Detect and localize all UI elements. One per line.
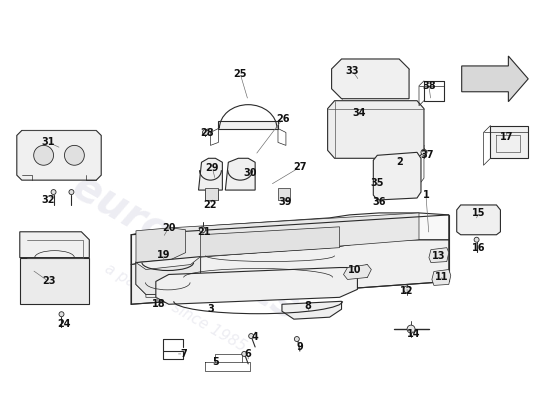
Circle shape	[200, 227, 206, 233]
Circle shape	[59, 312, 64, 317]
Polygon shape	[170, 213, 419, 260]
Text: 30: 30	[244, 168, 257, 178]
Circle shape	[64, 145, 84, 165]
Polygon shape	[156, 268, 358, 304]
Text: 6: 6	[245, 349, 251, 359]
Polygon shape	[332, 59, 409, 99]
Circle shape	[202, 130, 208, 136]
Text: 32: 32	[42, 195, 56, 205]
Polygon shape	[226, 158, 255, 190]
Text: 12: 12	[400, 286, 414, 296]
Polygon shape	[328, 101, 424, 158]
Text: 39: 39	[278, 197, 292, 207]
Text: 22: 22	[204, 200, 217, 210]
Polygon shape	[136, 257, 201, 294]
Circle shape	[421, 149, 427, 155]
Polygon shape	[461, 56, 528, 102]
Polygon shape	[456, 205, 501, 235]
Circle shape	[474, 237, 479, 242]
Circle shape	[404, 286, 410, 293]
Text: 3: 3	[207, 304, 214, 314]
Text: 7: 7	[180, 349, 187, 359]
Text: 20: 20	[162, 223, 175, 233]
Polygon shape	[429, 248, 449, 262]
Text: 28: 28	[201, 128, 214, 138]
Text: 26: 26	[276, 114, 290, 124]
Text: 11: 11	[435, 272, 449, 282]
Circle shape	[294, 336, 299, 342]
Text: 27: 27	[293, 162, 306, 172]
Text: 36: 36	[372, 197, 386, 207]
Text: 33: 33	[346, 66, 359, 76]
Polygon shape	[20, 258, 89, 304]
Polygon shape	[136, 228, 186, 262]
Text: 35: 35	[371, 178, 384, 188]
Text: 10: 10	[348, 264, 361, 274]
Text: 24: 24	[58, 319, 71, 329]
Polygon shape	[131, 213, 449, 264]
Text: 5: 5	[212, 357, 219, 367]
Text: 4: 4	[252, 332, 258, 342]
Polygon shape	[199, 158, 222, 190]
Polygon shape	[344, 264, 371, 280]
Text: 21: 21	[197, 227, 210, 237]
Text: 34: 34	[353, 108, 366, 118]
Text: 14: 14	[408, 329, 421, 339]
Polygon shape	[282, 301, 342, 319]
Circle shape	[407, 325, 415, 333]
Circle shape	[249, 334, 254, 338]
Text: 29: 29	[206, 163, 219, 173]
Circle shape	[51, 190, 56, 194]
Text: 15: 15	[472, 208, 485, 218]
Text: 17: 17	[499, 132, 513, 142]
Polygon shape	[278, 188, 290, 200]
Circle shape	[242, 352, 247, 356]
Polygon shape	[131, 240, 449, 304]
Text: 25: 25	[234, 69, 247, 79]
Polygon shape	[201, 227, 339, 257]
Text: 38: 38	[422, 81, 436, 91]
Polygon shape	[432, 270, 451, 286]
Text: 8: 8	[304, 301, 311, 311]
Text: 9: 9	[296, 342, 303, 352]
Polygon shape	[491, 126, 528, 158]
Text: 31: 31	[42, 138, 56, 148]
Polygon shape	[17, 130, 101, 180]
Circle shape	[34, 145, 53, 165]
Text: 18: 18	[152, 299, 166, 309]
Text: 19: 19	[157, 250, 170, 260]
Text: 1: 1	[422, 190, 430, 200]
Polygon shape	[373, 152, 421, 200]
Polygon shape	[20, 232, 89, 258]
Text: 2: 2	[396, 157, 403, 167]
Text: 37: 37	[420, 150, 434, 160]
Text: 13: 13	[432, 251, 446, 261]
Text: a passion since 1985: a passion since 1985	[102, 260, 249, 354]
Polygon shape	[136, 257, 201, 294]
Polygon shape	[218, 120, 278, 128]
Text: eurosparts: eurosparts	[65, 166, 306, 330]
Text: 23: 23	[42, 276, 56, 286]
Polygon shape	[206, 188, 218, 200]
Circle shape	[69, 190, 74, 194]
Text: 16: 16	[472, 243, 485, 253]
